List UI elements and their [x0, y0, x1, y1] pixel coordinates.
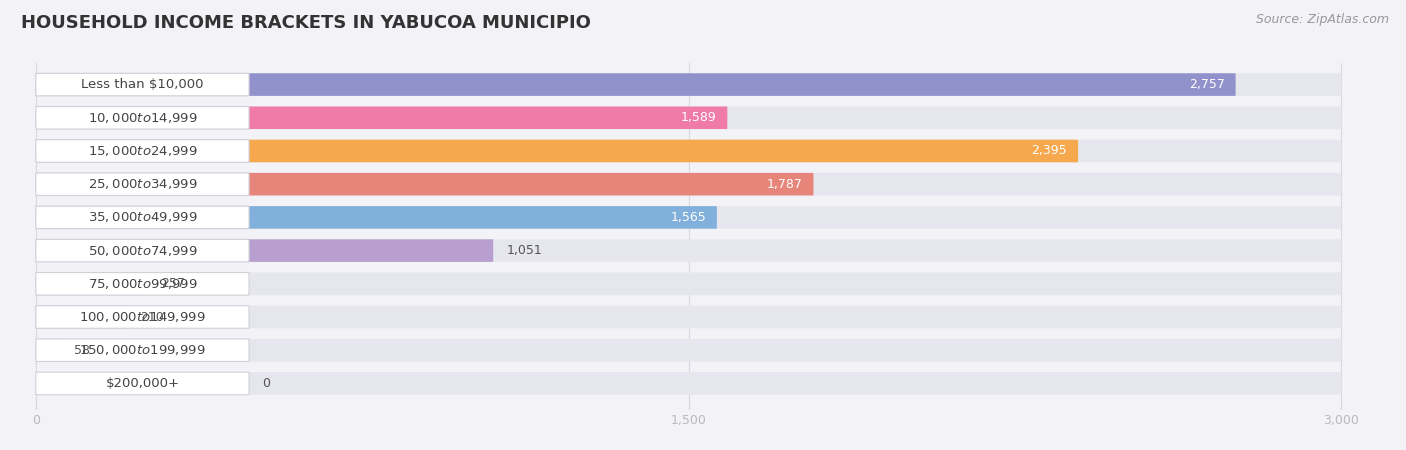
FancyBboxPatch shape	[35, 372, 1341, 395]
FancyBboxPatch shape	[35, 239, 494, 262]
Text: 2,757: 2,757	[1189, 78, 1225, 91]
FancyBboxPatch shape	[35, 306, 127, 328]
FancyBboxPatch shape	[35, 107, 249, 129]
FancyBboxPatch shape	[35, 173, 249, 195]
FancyBboxPatch shape	[35, 173, 814, 195]
FancyBboxPatch shape	[35, 306, 1341, 328]
Text: $35,000 to $49,999: $35,000 to $49,999	[87, 211, 197, 225]
Text: $25,000 to $34,999: $25,000 to $34,999	[87, 177, 197, 191]
Text: Source: ZipAtlas.com: Source: ZipAtlas.com	[1256, 14, 1389, 27]
FancyBboxPatch shape	[35, 339, 1341, 361]
Text: $75,000 to $99,999: $75,000 to $99,999	[87, 277, 197, 291]
Text: 2,395: 2,395	[1032, 144, 1067, 158]
Text: 1,051: 1,051	[506, 244, 541, 257]
FancyBboxPatch shape	[35, 107, 1341, 129]
Text: $100,000 to $149,999: $100,000 to $149,999	[79, 310, 205, 324]
Text: $150,000 to $199,999: $150,000 to $199,999	[79, 343, 205, 357]
Text: $200,000+: $200,000+	[105, 377, 180, 390]
FancyBboxPatch shape	[35, 273, 249, 295]
Text: 1,787: 1,787	[766, 178, 803, 191]
Text: $15,000 to $24,999: $15,000 to $24,999	[87, 144, 197, 158]
Text: 257: 257	[160, 277, 184, 290]
FancyBboxPatch shape	[35, 140, 1078, 162]
FancyBboxPatch shape	[35, 73, 249, 96]
FancyBboxPatch shape	[35, 306, 249, 328]
Text: 0: 0	[262, 377, 270, 390]
FancyBboxPatch shape	[35, 107, 727, 129]
FancyBboxPatch shape	[35, 140, 1341, 162]
FancyBboxPatch shape	[35, 206, 249, 229]
Text: 1,565: 1,565	[671, 211, 706, 224]
FancyBboxPatch shape	[35, 73, 1236, 96]
FancyBboxPatch shape	[35, 173, 1341, 195]
FancyBboxPatch shape	[35, 73, 1341, 96]
Text: HOUSEHOLD INCOME BRACKETS IN YABUCOA MUNICIPIO: HOUSEHOLD INCOME BRACKETS IN YABUCOA MUN…	[21, 14, 591, 32]
Text: 210: 210	[141, 310, 165, 324]
Text: $50,000 to $74,999: $50,000 to $74,999	[87, 243, 197, 257]
Text: 1,589: 1,589	[681, 111, 717, 124]
Text: $10,000 to $14,999: $10,000 to $14,999	[87, 111, 197, 125]
Text: Less than $10,000: Less than $10,000	[82, 78, 204, 91]
FancyBboxPatch shape	[35, 273, 148, 295]
FancyBboxPatch shape	[35, 339, 249, 361]
FancyBboxPatch shape	[35, 273, 1341, 295]
FancyBboxPatch shape	[35, 339, 60, 361]
FancyBboxPatch shape	[35, 239, 249, 262]
Text: 58: 58	[75, 344, 90, 357]
FancyBboxPatch shape	[35, 206, 717, 229]
FancyBboxPatch shape	[35, 140, 249, 162]
FancyBboxPatch shape	[35, 206, 1341, 229]
FancyBboxPatch shape	[35, 372, 249, 395]
FancyBboxPatch shape	[35, 239, 1341, 262]
